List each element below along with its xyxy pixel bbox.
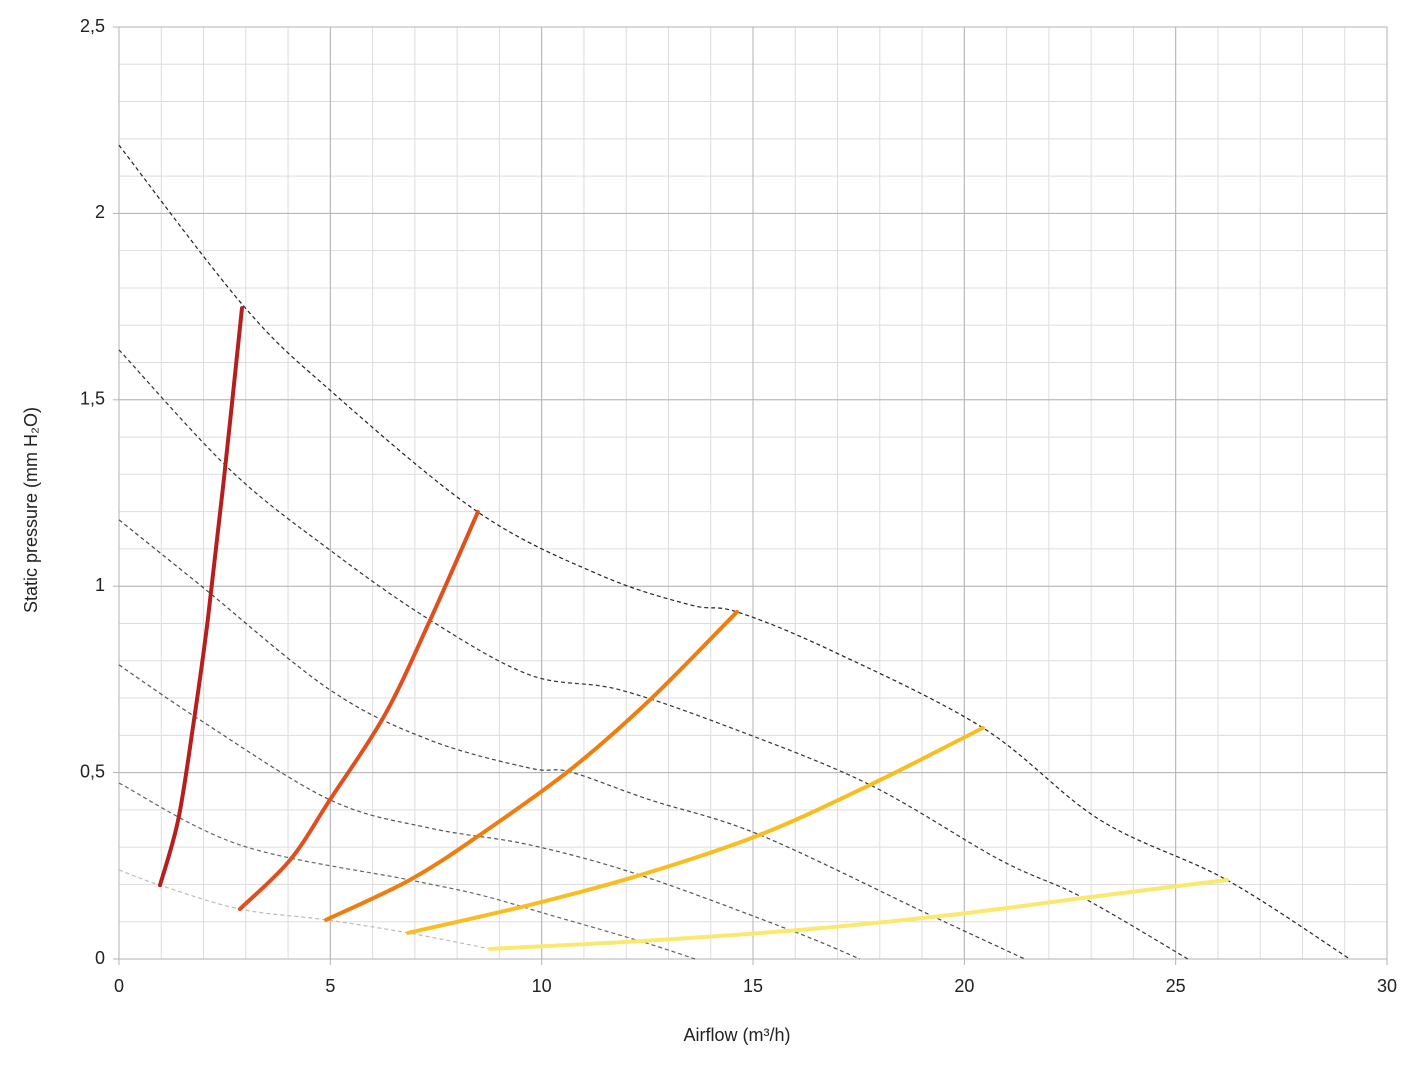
y-tick-label: 0,5 — [80, 761, 105, 781]
x-tick-label: 0 — [114, 976, 124, 996]
x-tick-label: 20 — [954, 976, 974, 996]
dashed-curve — [118, 349, 1189, 960]
y-tick-label: 2 — [95, 202, 105, 222]
system-curve — [488, 877, 1229, 951]
y-axis-title: Static pressure (mm H₂O) — [21, 407, 41, 613]
dashed-curve — [118, 869, 491, 950]
x-axis-title: Airflow (m³/h) — [684, 1025, 791, 1045]
dashed-curve — [118, 664, 861, 960]
x-tick-label: 10 — [532, 976, 552, 996]
y-tick-label: 1,5 — [80, 389, 105, 409]
y-tick-label: 2,5 — [80, 16, 105, 36]
dashed-curve — [118, 519, 1026, 960]
x-tick-label: 5 — [325, 976, 335, 996]
system-curve — [406, 725, 985, 935]
plot-border — [118, 26, 1388, 960]
x-tick-label: 25 — [1166, 976, 1186, 996]
system-curve — [157, 306, 244, 888]
x-tick-label: 15 — [743, 976, 763, 996]
system-curve — [237, 510, 480, 912]
dashed-curve — [118, 144, 1351, 960]
y-tick-label: 1 — [95, 575, 105, 595]
dashed-curve — [118, 782, 696, 960]
x-tick-label: 30 — [1377, 976, 1397, 996]
y-tick-label: 0 — [95, 948, 105, 968]
system-curve — [324, 609, 739, 922]
